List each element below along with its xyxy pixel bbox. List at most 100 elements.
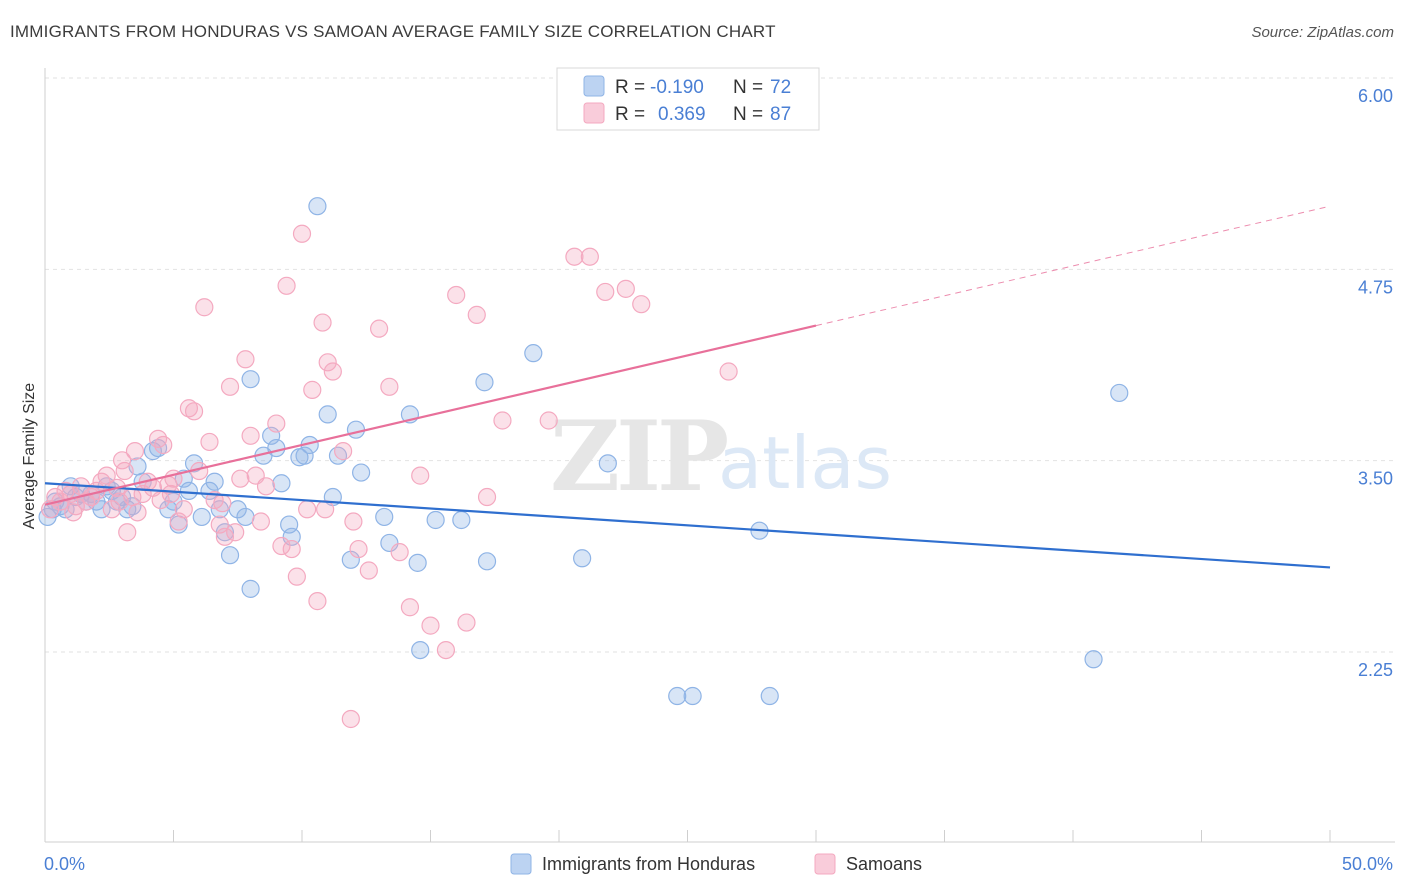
samoans-point-48: [277, 276, 296, 295]
honduras-point-34: [228, 500, 247, 519]
legend-swatch-honduras: [583, 75, 605, 97]
y-tick-label-3: 2.25: [1358, 660, 1393, 680]
honduras-point-52: [346, 420, 366, 439]
honduras-point-47: [308, 197, 327, 216]
stats-legend: R = -0.190 N = 72 R = 0.369 N = 87: [556, 67, 820, 131]
watermark: ZIP atlas: [550, 400, 892, 513]
honduras-point-33: [220, 546, 240, 565]
samoans-point-15: [115, 461, 134, 481]
bottom-legend-swatch-samoans: [814, 853, 836, 875]
samoans-point-29: [174, 500, 193, 519]
samoans-point-44: [251, 512, 270, 531]
samoans-point-76: [580, 247, 599, 266]
samoans-point-71: [467, 305, 486, 324]
samoans-point-45: [256, 477, 276, 496]
samoans-trend-extension: [815, 205, 1331, 327]
legend-n-value-honduras: 72: [770, 77, 791, 98]
honduras-point-60: [452, 510, 471, 530]
samoans-point-75: [565, 247, 584, 266]
samoans-trend-line: [44, 324, 817, 506]
samoans-point-53: [303, 380, 322, 399]
series-legend: Immigrants from Honduras Samoans: [510, 853, 922, 875]
samoans-point-84: [213, 494, 232, 513]
honduras-point-53: [352, 463, 371, 482]
honduras-point-28: [192, 507, 211, 527]
samoans-point-42: [241, 426, 260, 445]
source-label: Source: ZipAtlas.com: [1251, 24, 1394, 41]
y-tick-labels: 6.00 4.75 3.50 2.25: [1358, 86, 1393, 680]
samoans-point-31: [184, 402, 204, 421]
samoans-point-25: [154, 435, 173, 455]
samoans-point-79: [632, 295, 651, 314]
samoans-point-86: [64, 503, 83, 522]
bottom-legend-swatch-honduras: [510, 853, 532, 875]
legend-n-value-samoans: 87: [770, 104, 791, 125]
samoans-point-66: [411, 466, 430, 485]
honduras-point-70: [1084, 650, 1103, 669]
honduras-point-21: [148, 438, 168, 458]
honduras-point-66: [668, 686, 687, 706]
samoans-point-51: [292, 224, 312, 243]
watermark-atlas: atlas: [718, 421, 892, 505]
x-tick-min: 0.0%: [44, 854, 85, 874]
bottom-legend-label-honduras: Immigrants from Honduras: [542, 854, 755, 874]
x-tick-max: 50.0%: [1342, 854, 1393, 874]
samoans-point-33: [195, 298, 214, 317]
honduras-trend-line: [44, 482, 1331, 569]
samoans-point-39: [226, 523, 245, 542]
samoans-point-69: [447, 285, 466, 305]
honduras-point-41: [272, 474, 291, 493]
watermark-zip: ZIP: [550, 400, 727, 513]
samoans-point-49: [282, 539, 301, 559]
samoans-point-14: [112, 451, 132, 470]
samoans-point-70: [457, 613, 476, 632]
samoans-point-18: [125, 442, 145, 461]
samoans-point-64: [390, 543, 409, 562]
legend-r-label-honduras: R =: [615, 77, 645, 98]
samoans-point-57: [323, 362, 342, 381]
samoans-point-74: [539, 411, 558, 430]
legend-swatch-samoans: [583, 102, 605, 124]
honduras-point-40: [267, 438, 286, 458]
honduras-point-64: [573, 549, 592, 568]
samoans-point-37: [215, 527, 234, 546]
trend-lines: [44, 205, 1331, 569]
samoans-point-55: [313, 313, 332, 332]
samoans-point-38: [220, 377, 240, 396]
samoans-point-52: [298, 500, 317, 519]
samoans-point-11: [97, 466, 116, 485]
samoans-point-41: [236, 350, 255, 369]
honduras-point-30: [205, 472, 224, 491]
samoans-point-34: [200, 432, 219, 452]
honduras-point-54: [375, 507, 394, 527]
samoans-point-63: [380, 377, 399, 396]
samoans-point-40: [231, 469, 250, 488]
honduras-point-55: [380, 533, 399, 553]
axes: [44, 68, 1395, 843]
honduras-point-63: [524, 344, 543, 363]
samoans-point-77: [596, 282, 615, 302]
samoans-point-58: [334, 442, 353, 461]
samoans-point-72: [477, 487, 497, 507]
honduras-point-61: [475, 373, 494, 392]
legend-r-label-samoans: R =: [615, 104, 645, 125]
samoans-point-68: [436, 641, 456, 660]
samoans-point-80: [719, 362, 738, 381]
honduras-point-59: [426, 510, 445, 530]
samoans-point-67: [421, 616, 440, 635]
legend-n-label-honduras: N =: [733, 77, 763, 98]
honduras-point-35: [236, 507, 255, 527]
honduras-point-65: [598, 454, 617, 473]
honduras-point-67: [683, 686, 702, 706]
legend-n-label-samoans: N =: [733, 104, 763, 125]
honduras-point-62: [477, 552, 497, 571]
honduras-point-45: [295, 446, 314, 465]
samoans-point-65: [400, 598, 420, 617]
honduras-point-11: [92, 500, 111, 519]
samoans-point-60: [349, 539, 368, 559]
samoans-point-50: [287, 567, 306, 586]
y-tick-label-1: 4.75: [1358, 277, 1393, 297]
samoans-point-62: [370, 319, 389, 338]
samoans-point-59: [344, 512, 363, 531]
samoans-point-82: [110, 492, 129, 511]
